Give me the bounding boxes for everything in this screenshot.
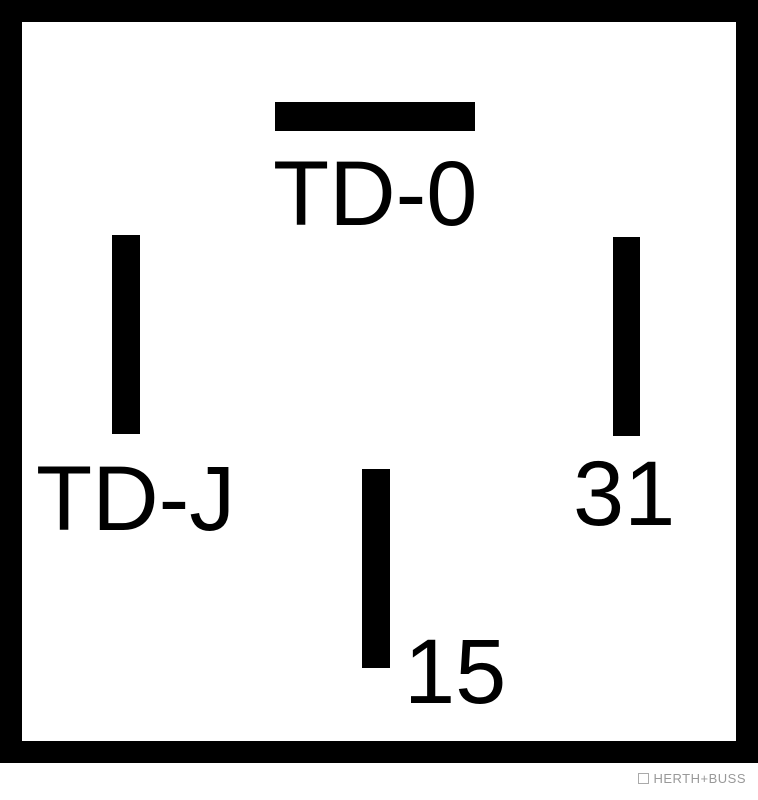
brand-watermark-text: HERTH+BUSS [653,771,746,786]
pin-31 [613,237,640,436]
brand-watermark: HERTH+BUSS [638,771,746,786]
pin-label-15: 15 [404,621,507,723]
pin-td-j [112,235,140,434]
pin-label-td-0: TD-0 [273,143,478,245]
pin-td-0 [275,102,475,131]
pin-label-td-j: TD-J [36,448,236,550]
brand-logo-icon [638,773,650,784]
pin-15 [362,469,390,668]
pin-label-31: 31 [573,443,676,545]
